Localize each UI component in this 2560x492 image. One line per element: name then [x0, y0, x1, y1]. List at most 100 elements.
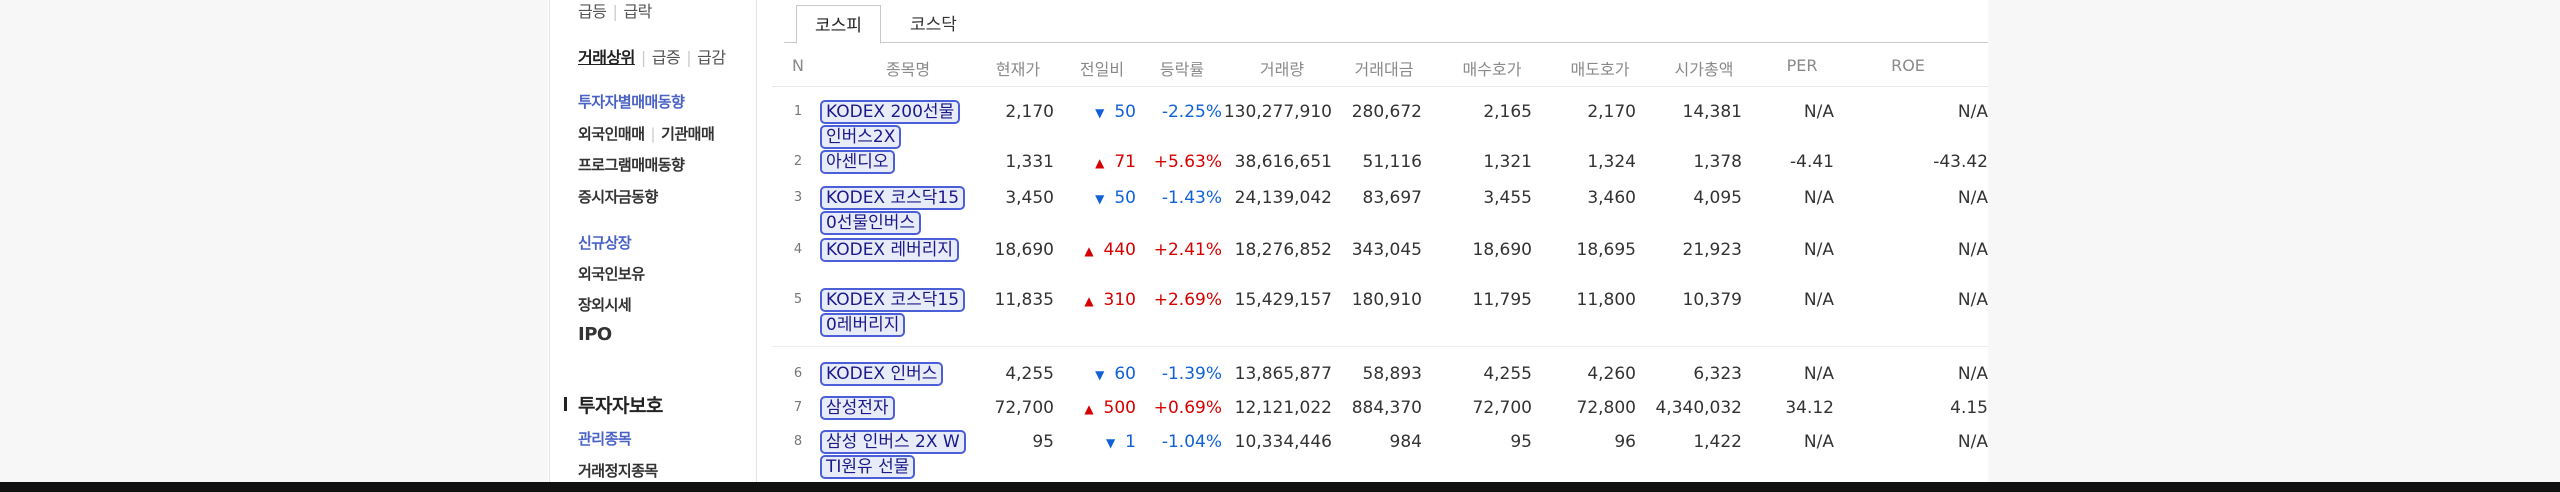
- cell-ask: 2,170: [1587, 102, 1636, 122]
- cell-roe: 4.15: [1950, 398, 1988, 418]
- cell-bid: 72,700: [1472, 398, 1532, 418]
- cell-rate: -1.39%: [1161, 364, 1222, 384]
- change-value: 50: [1114, 188, 1136, 208]
- sidebar-link-volume-drop[interactable]: 급감: [697, 48, 726, 67]
- up-triangle-icon: ▲: [1084, 402, 1094, 416]
- cell-roe: N/A: [1957, 364, 1988, 384]
- cell-bid: 3,455: [1483, 188, 1532, 208]
- stock-name-link[interactable]: KODEX 200선물인버스2X: [819, 100, 968, 150]
- change-value: 60: [1114, 364, 1136, 384]
- cell-bid: 1,321: [1483, 152, 1532, 172]
- cell-per: 34.12: [1785, 398, 1834, 418]
- right-page-margin: [1988, 0, 2560, 482]
- sidebar-link-new-listing[interactable]: 신규상장: [578, 234, 632, 252]
- sidebar-row-volume: 거래상위 | 급증 | 급감: [578, 48, 726, 67]
- cell-cap: 4,095: [1693, 188, 1742, 208]
- cell-change: ▲ 500: [1084, 398, 1136, 418]
- cell-roe: N/A: [1957, 188, 1988, 208]
- sidebar-link-suspended-stocks[interactable]: 거래정지종목: [578, 462, 658, 480]
- sidebar-link-top-volume[interactable]: 거래상위: [578, 48, 635, 67]
- column-header-price: 현재가: [995, 60, 1041, 79]
- cell-change: ▼ 1: [1106, 432, 1136, 452]
- cell-amount: 83,697: [1362, 188, 1422, 208]
- sidebar-link-institution-trade[interactable]: 기관매매: [661, 125, 715, 143]
- sidebar-link-investor-trend[interactable]: 투자자별매매동향: [578, 93, 685, 111]
- change-value: 440: [1103, 240, 1136, 260]
- column-header-n: N: [792, 56, 804, 75]
- stock-name-link[interactable]: 삼성전자: [820, 396, 968, 421]
- cell-roe: N/A: [1957, 432, 1988, 452]
- sidebar-link-plunge[interactable]: 급락: [623, 2, 652, 21]
- cell-per: -4.41: [1790, 152, 1834, 172]
- sidebar-link-otc-price[interactable]: 장외시세: [578, 296, 632, 314]
- tab-kosdaq[interactable]: 코스닥: [910, 15, 957, 35]
- stock-name-link[interactable]: 삼성 인버스 2X WTI원유 선물: [820, 430, 968, 480]
- change-value: 71: [1114, 152, 1136, 172]
- cell-ask: 18,695: [1576, 240, 1636, 260]
- stock-name-link[interactable]: KODEX 코스닥150선물인버스: [819, 186, 968, 236]
- row-number: 6: [793, 366, 803, 381]
- cell-change: ▲ 71: [1095, 152, 1136, 172]
- cell-cap: 14,381: [1682, 102, 1742, 122]
- column-header-roe: ROE: [1891, 56, 1925, 75]
- cell-cap: 4,340,032: [1655, 398, 1742, 418]
- sidebar-link-ipo[interactable]: IPO: [578, 324, 612, 345]
- up-triangle-icon: ▲: [1084, 244, 1094, 258]
- column-header-amount: 거래대금: [1354, 60, 1414, 79]
- cell-per: N/A: [1803, 364, 1834, 384]
- down-triangle-icon: ▼: [1105, 436, 1116, 450]
- stock-name-link[interactable]: KODEX 인버스: [819, 362, 968, 387]
- stock-name-text: 삼성전자: [820, 396, 895, 420]
- stock-name-text: KODEX 레버리지: [819, 238, 960, 262]
- sidebar-row-surge: 급등 | 급락: [578, 2, 652, 21]
- change-value: 310: [1103, 290, 1136, 310]
- sidebar-link-managed-stocks[interactable]: 관리종목: [578, 430, 632, 448]
- stock-name-text: KODEX 코스닥150레버리지: [819, 288, 966, 337]
- cell-change: ▼ 50: [1095, 102, 1136, 122]
- row-number: 2: [793, 154, 803, 169]
- change-value: 50: [1114, 102, 1136, 122]
- stock-name-text: 아센디오: [820, 150, 895, 174]
- sidebar-link-foreign-holding[interactable]: 외국인보유: [578, 265, 645, 283]
- cell-rate: +2.41%: [1153, 240, 1222, 260]
- cell-volume: 10,334,446: [1234, 432, 1332, 452]
- cell-bid: 95: [1510, 432, 1532, 452]
- down-triangle-icon: ▼: [1095, 106, 1105, 120]
- cell-bid: 4,255: [1483, 364, 1532, 384]
- cell-roe: N/A: [1957, 102, 1988, 122]
- column-header-per: PER: [1786, 56, 1818, 75]
- sidebar-link-program-trading[interactable]: 프로그램매매동향: [578, 156, 685, 174]
- row-number: 1: [793, 104, 803, 119]
- cell-change: ▼ 60: [1095, 364, 1136, 384]
- section-marker: [564, 397, 567, 411]
- cell-ask: 96: [1614, 432, 1636, 452]
- cell-cap: 1,378: [1693, 152, 1742, 172]
- left-page-margin: [0, 0, 548, 482]
- up-triangle-icon: ▲: [1095, 156, 1105, 170]
- cell-price: 3,450: [1005, 188, 1054, 208]
- cell-volume: 15,429,157: [1234, 290, 1332, 310]
- cell-volume: 12,121,022: [1234, 398, 1332, 418]
- cell-ask: 3,460: [1587, 188, 1636, 208]
- cell-bid: 11,795: [1472, 290, 1532, 310]
- tab-kospi[interactable]: 코스피: [796, 5, 881, 44]
- cell-cap: 21,923: [1682, 240, 1742, 260]
- sidebar-title-investor-protection: 투자자보호: [578, 395, 663, 417]
- cell-bid: 2,165: [1483, 102, 1532, 122]
- stock-name-link[interactable]: KODEX 코스닥150레버리지: [819, 288, 968, 338]
- cell-rate: -1.43%: [1161, 188, 1222, 208]
- row-number: 7: [793, 400, 803, 415]
- sidebar-link-volume-surge[interactable]: 급증: [651, 48, 681, 67]
- column-header-rate: 등락률: [1159, 60, 1205, 79]
- cell-roe: N/A: [1957, 240, 1988, 260]
- stock-name-link[interactable]: 아센디오: [820, 150, 968, 175]
- stock-name-link[interactable]: KODEX 레버리지: [819, 238, 968, 263]
- cell-cap: 10,379: [1682, 290, 1742, 310]
- column-header-change: 전일비: [1079, 60, 1125, 79]
- cell-price: 11,835: [994, 290, 1054, 310]
- cell-change: ▼ 50: [1095, 188, 1136, 208]
- cell-volume: 13,865,877: [1234, 364, 1332, 384]
- sidebar-link-surge[interactable]: 급등: [578, 2, 607, 21]
- sidebar-link-market-funds[interactable]: 증시자금동향: [578, 188, 658, 206]
- sidebar-link-foreign-trade[interactable]: 외국인매매: [578, 125, 645, 143]
